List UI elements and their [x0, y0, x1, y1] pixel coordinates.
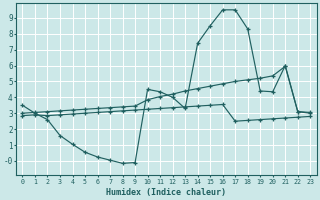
X-axis label: Humidex (Indice chaleur): Humidex (Indice chaleur) [106, 188, 226, 197]
